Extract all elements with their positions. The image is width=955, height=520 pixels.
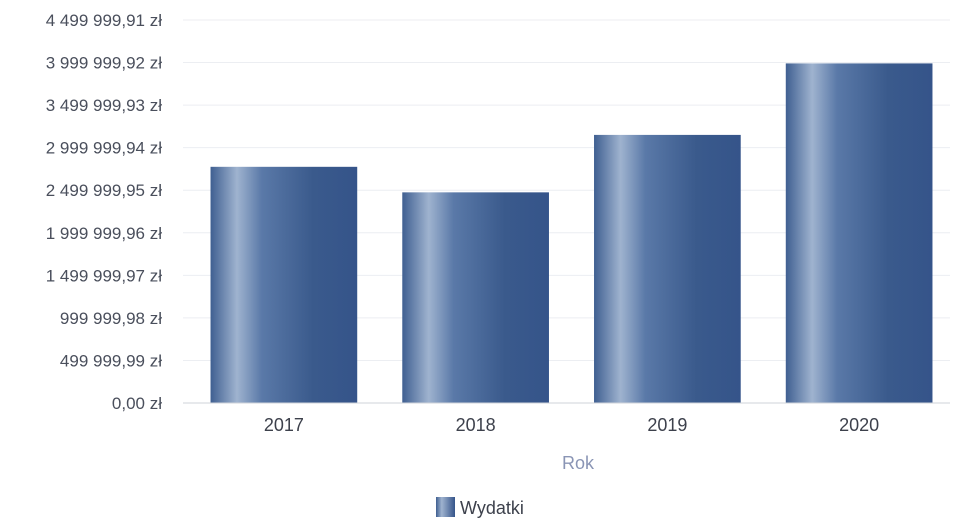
x-tick-label: 2017 <box>264 415 304 435</box>
x-axis-ticks: 2017 2018 2019 2020 <box>264 415 879 435</box>
y-tick-label: 2 999 999,94 zł <box>46 139 162 158</box>
legend-swatch <box>436 497 455 517</box>
y-tick-label: 999 999,98 zł <box>60 309 162 328</box>
bar-2019 <box>594 134 741 403</box>
bars <box>210 63 933 404</box>
y-tick-label: 1 999 999,96 zł <box>46 224 162 243</box>
x-tick-label: 2019 <box>647 415 687 435</box>
y-tick-label: 1 499 999,97 zł <box>46 266 162 285</box>
x-tick-label: 2020 <box>839 415 879 435</box>
x-tick-label: 2018 <box>456 415 496 435</box>
y-tick-label: 3 499 999,93 zł <box>46 96 162 115</box>
y-tick-label: 0,00 zł <box>112 394 162 413</box>
y-tick-label: 2 499 999,95 zł <box>46 181 162 200</box>
y-axis-ticks: 0,00 zł 499 999,99 zł 999 999,98 zł 1 499 9… <box>46 11 162 413</box>
bar-2020 <box>785 63 933 404</box>
y-tick-label: 3 999 999,92 zł <box>46 54 162 73</box>
y-tick-label: 4 499 999,91 zł <box>46 11 162 30</box>
x-axis-label: Rok <box>562 453 595 473</box>
bar-2018 <box>402 192 549 403</box>
legend-label: Wydatki <box>460 498 524 518</box>
y-tick-label: 499 999,99 zł <box>60 351 162 370</box>
legend: Wydatki <box>436 497 524 518</box>
bar-2017 <box>210 166 358 403</box>
